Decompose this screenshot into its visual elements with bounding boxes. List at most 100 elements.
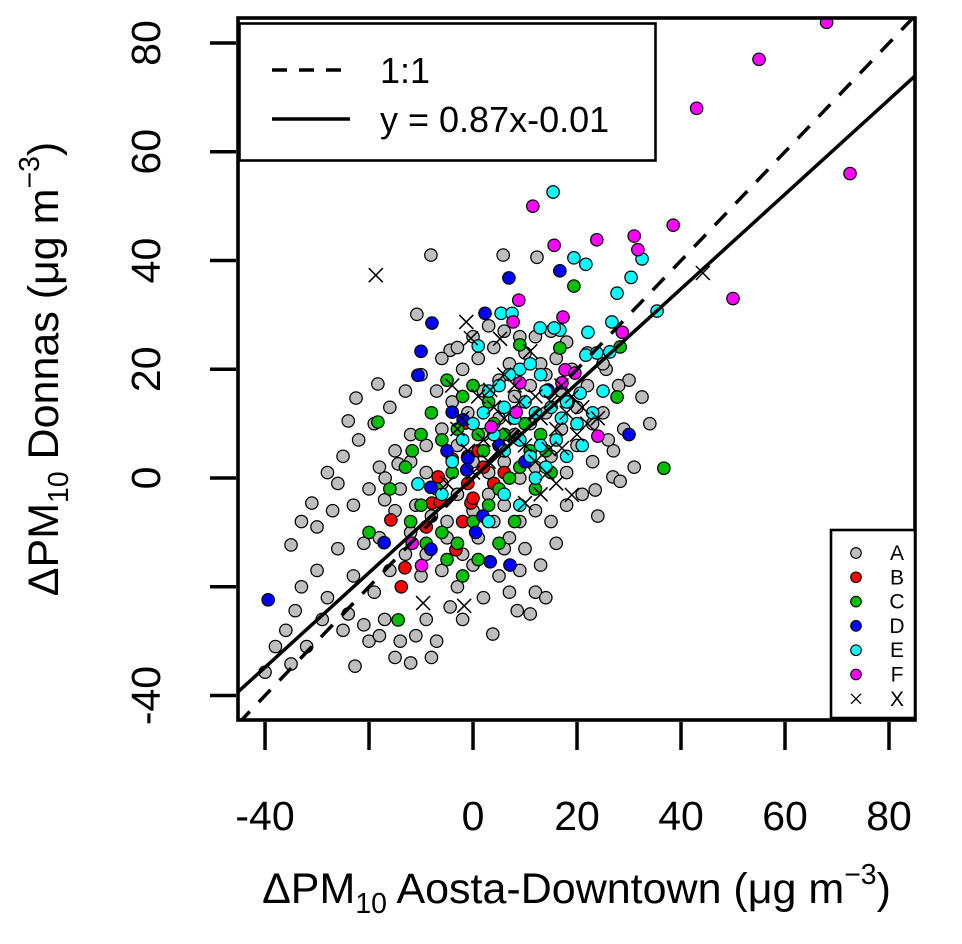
scatter-point: [424, 405, 439, 420]
scatter-point: [509, 405, 524, 420]
x-tick-label: -40: [235, 793, 294, 839]
scatter-point: [484, 420, 499, 434]
line-legend-box: [238, 22, 657, 162]
scatter-point-x: [415, 595, 431, 611]
scatter-point-x: [492, 331, 508, 347]
scatter-point: [615, 325, 630, 340]
scatter-point: [424, 248, 438, 262]
scatter-point: [429, 634, 444, 648]
scatter-point: [575, 487, 590, 502]
scatter-point-x: [444, 378, 460, 394]
scatter-point: [466, 416, 480, 431]
scatter-point: [613, 474, 628, 489]
scatter-point: [362, 634, 376, 648]
line-legend-label: y = 0.87x-0.01: [380, 99, 609, 140]
scatter-point: [435, 563, 449, 578]
scatter-point: [455, 612, 470, 627]
scatter-point: [336, 449, 350, 464]
scatter-point: [627, 229, 642, 243]
scatter-point: [388, 650, 402, 665]
scatter-point: [445, 454, 460, 469]
scatter-point: [409, 628, 423, 643]
scatter-point: [310, 563, 324, 578]
scatter-point: [450, 579, 465, 594]
scatter-point: [553, 264, 567, 278]
scatter-point: [362, 482, 376, 496]
scatter-point: [605, 315, 619, 329]
scatter-point: [622, 427, 636, 442]
series-legend-marker-X: [850, 693, 862, 705]
scatter-point: [341, 414, 356, 428]
series-legend-marker-B: [850, 571, 862, 584]
scatter-point-x: [527, 388, 543, 404]
scatter-point-x: [527, 454, 543, 470]
scatter-point-x: [465, 465, 481, 481]
scatter-point: [567, 250, 581, 265]
scatter-point: [377, 492, 392, 507]
scatter-point: [357, 536, 371, 551]
scatter-point: [483, 554, 498, 569]
scatter-point: [419, 465, 434, 480]
scatter-point: [478, 306, 492, 321]
scatter-point-x: [543, 394, 559, 410]
scatter-point: [546, 185, 560, 199]
scatter-point: [357, 618, 371, 632]
scatter-point: [502, 531, 517, 545]
scatter-point: [512, 337, 527, 352]
scatter-point-x: [507, 378, 523, 394]
one-to-one-line: [239, 18, 915, 720]
scatter-point: [631, 242, 645, 257]
scatter-point: [596, 384, 610, 398]
scatter-point: [575, 438, 590, 453]
scatter-point: [610, 286, 624, 300]
scatter-point-x: [456, 598, 472, 614]
scatter-point: [547, 321, 561, 335]
scatter-point: [544, 514, 558, 529]
scatter-point: [642, 416, 657, 431]
scatter-point: [391, 613, 405, 627]
series-E: [411, 185, 664, 529]
axes-layer: -40 0 20 40 60 80 -40 0 20 40 60 80 ΔPM10 Aosta-Down…: [14, 20, 912, 920]
scatter-point: [410, 307, 424, 322]
scatter-point-x: [517, 495, 533, 511]
series-legend-label: X: [890, 688, 904, 711]
y-axis-title: ΔPM10 Donnas (μg m−3): [14, 142, 75, 596]
scatter-point-x: [368, 267, 384, 283]
scatter-point: [320, 590, 335, 605]
scatter-point: [622, 373, 636, 387]
scatter-point: [559, 449, 574, 464]
scatter-point: [331, 476, 345, 491]
scatter-point: [497, 487, 512, 502]
line-legend-label: 1:1: [380, 50, 430, 91]
scatter-point: [403, 514, 418, 529]
scatter-point-x: [475, 432, 491, 448]
scatter-point: [471, 351, 486, 366]
scatter-point: [486, 340, 501, 355]
scatter-point: [523, 357, 538, 371]
scatter-point: [261, 593, 275, 607]
y-tick-label: 20: [123, 346, 169, 392]
scatter-point: [579, 348, 593, 362]
scatter-point: [310, 520, 324, 534]
series-legend-marker-E: [850, 644, 862, 657]
scatter-point: [450, 536, 465, 551]
scatter-point: [627, 460, 642, 474]
series-legend-label: F: [891, 664, 904, 687]
scatter-point: [466, 491, 480, 505]
x-tick-label: 20: [554, 793, 600, 839]
scatter-point: [476, 444, 491, 458]
scatter-point: [459, 463, 474, 477]
scatter-point: [371, 377, 385, 391]
scatter-point: [556, 310, 570, 324]
scatter-point: [573, 386, 587, 401]
scatter-point: [496, 248, 511, 262]
scatter-point: [843, 166, 857, 181]
scatter-point: [424, 480, 438, 495]
scatter-point: [348, 659, 362, 673]
scatter-point: [512, 498, 527, 513]
x-tick-label: 60: [762, 793, 808, 839]
scatter-point: [528, 585, 543, 600]
scatter-point: [336, 623, 350, 638]
scatter-point: [372, 628, 387, 643]
scatter-point-x: [496, 410, 512, 426]
